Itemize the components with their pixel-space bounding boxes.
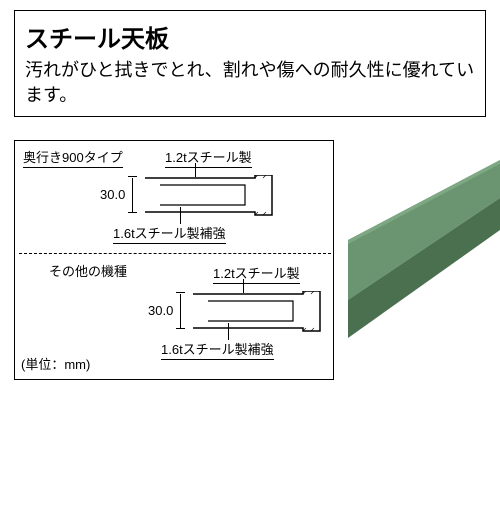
description: 汚れがひと拭きでとれ、割れや傷への耐久性に優れています。 xyxy=(25,58,475,108)
lower-dim-line xyxy=(180,294,181,328)
upper-dim-tick-t xyxy=(128,176,137,177)
other-type-label: その他の機種 xyxy=(49,261,127,280)
lower-dim-tick-b xyxy=(176,328,185,329)
upper-dim-tick-b xyxy=(128,212,137,213)
upper-mat-top-label: 1.2tスチール製 xyxy=(165,147,252,168)
dash-separator xyxy=(19,253,331,254)
title: スチール天板 xyxy=(25,19,475,54)
unit-label: (単位：mm) xyxy=(21,354,90,373)
lower-leader-2 xyxy=(228,323,229,340)
upper-leader-2 xyxy=(180,207,181,224)
header-box: スチール天板 汚れがひと拭きでとれ、割れや傷への耐久性に優れています。 xyxy=(14,10,486,117)
upper-height-dim: 30.0 xyxy=(100,187,125,202)
product-photo xyxy=(348,140,500,380)
lower-cross-section xyxy=(193,291,323,335)
cross-section-diagram: 奥行き900タイプ 1.2tスチール製 30.0 1.6tスチール製補強 その他… xyxy=(14,140,334,380)
lower-height-dim: 30.0 xyxy=(148,303,173,318)
upper-dim-line xyxy=(132,178,133,212)
upper-mat-bottom-label: 1.6tスチール製補強 xyxy=(113,223,226,244)
type-900-label: 奥行き900タイプ xyxy=(23,147,123,168)
lower-dim-tick-t xyxy=(176,292,185,293)
lower-mat-top-label: 1.2tスチール製 xyxy=(213,263,300,284)
lower-mat-bottom-label: 1.6tスチール製補強 xyxy=(161,339,274,360)
upper-cross-section xyxy=(145,175,275,219)
